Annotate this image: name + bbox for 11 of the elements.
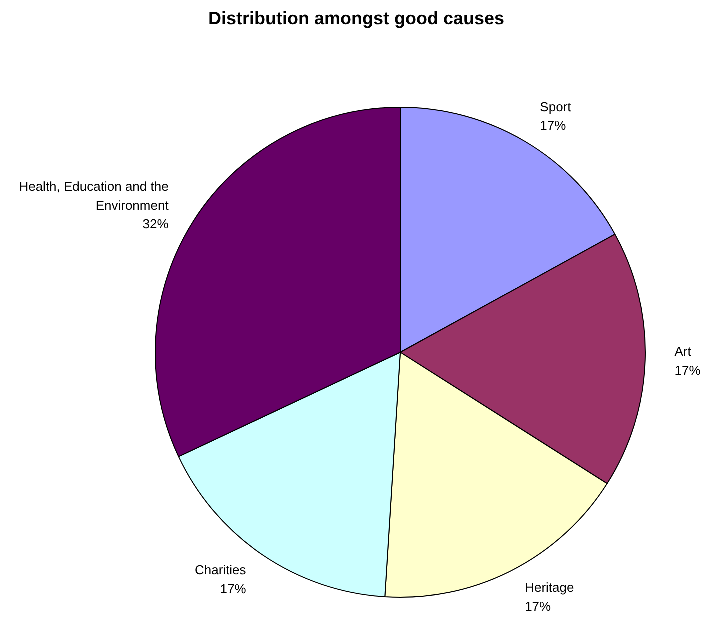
chart-title: Distribution amongst good causes bbox=[208, 8, 505, 28]
data-label: 17% bbox=[220, 581, 247, 596]
slice-label: Health, Education and the Environment bbox=[19, 179, 170, 213]
data-label: 17% bbox=[525, 598, 552, 614]
slice-label: Art bbox=[674, 344, 692, 360]
data-label: 32% bbox=[142, 216, 170, 232]
data-label: 17% bbox=[540, 118, 567, 134]
slice-label: Heritage bbox=[525, 580, 574, 596]
data-label: 17% bbox=[674, 362, 702, 378]
slice-label: Charities bbox=[194, 562, 247, 578]
slice-label: Sport bbox=[540, 99, 572, 114]
